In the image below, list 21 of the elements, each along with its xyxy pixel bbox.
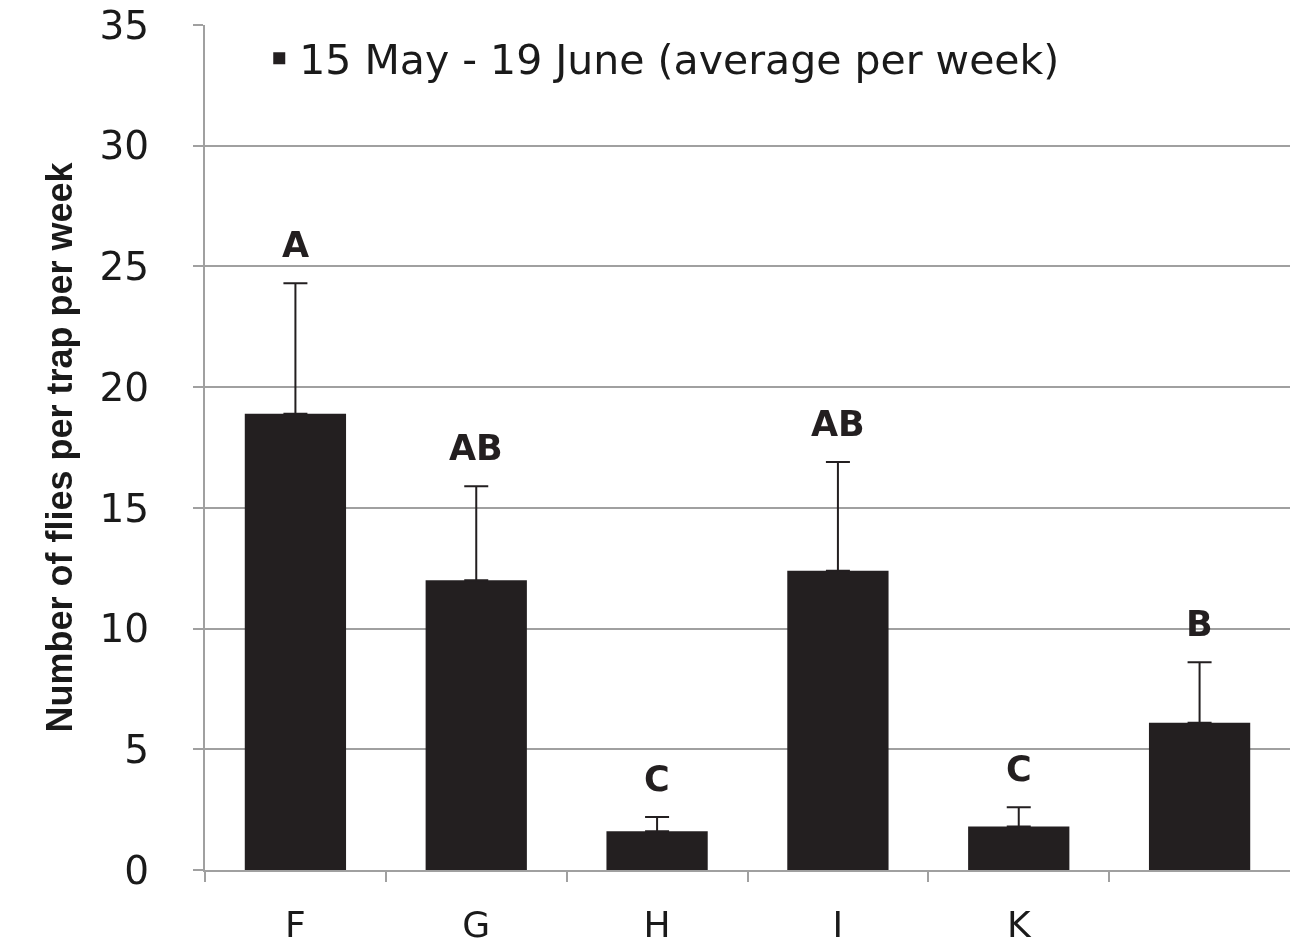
y-tick-label: 35 [99, 2, 150, 48]
annotation: C [644, 759, 670, 799]
annotation: A [282, 225, 310, 265]
y-tick-label: 10 [99, 606, 150, 652]
x-tick-label: G [462, 904, 491, 946]
x-tick-label: F [285, 904, 306, 946]
y-tick-label: 5 [124, 726, 150, 772]
legend-label: 15 May - 19 June (average per week) [299, 36, 1060, 85]
annotation: C [1006, 749, 1032, 789]
x-tick-label: K [1006, 904, 1032, 946]
y-tick-label: 0 [124, 847, 150, 893]
y-axis-title: Number of flies per trap per week [38, 161, 80, 733]
x-tick-label: H [643, 904, 671, 946]
y-tick-label: 20 [99, 364, 150, 410]
annotation: AB [811, 404, 865, 444]
annotation: B [1186, 604, 1213, 644]
x-tick-label: I [832, 904, 844, 946]
y-tick-label: 15 [99, 485, 150, 531]
y-tick-label: 25 [99, 244, 150, 290]
annotation: AB [449, 428, 503, 468]
y-tick-label: 30 [99, 123, 150, 169]
